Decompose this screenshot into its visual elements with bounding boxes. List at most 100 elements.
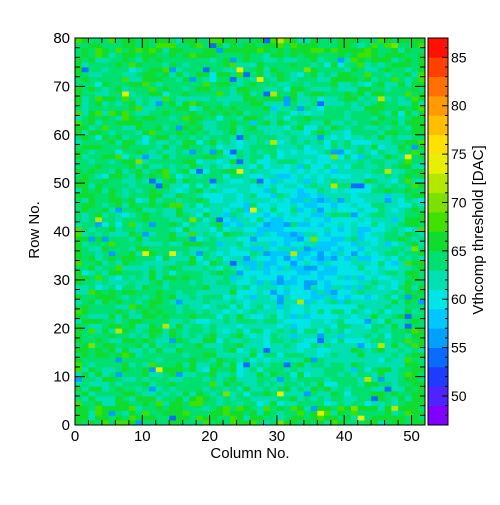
heatmap-cell: [155, 381, 163, 387]
heatmap-cell: [95, 86, 103, 92]
heatmap-cell: [108, 250, 116, 257]
heatmap-cell: [142, 139, 150, 145]
heatmap-cell: [330, 154, 338, 160]
heatmap-cell: [418, 337, 426, 344]
heatmap-cell: [398, 265, 406, 271]
heatmap-cell: [384, 71, 392, 78]
heatmap-cell: [162, 110, 170, 116]
heatmap-cell: [108, 226, 116, 232]
heatmap-cell: [303, 57, 311, 63]
heatmap-cell: [418, 129, 426, 136]
heatmap-cell: [371, 144, 379, 150]
heatmap-cell: [162, 323, 170, 329]
heatmap-cell: [297, 192, 305, 198]
heatmap-cell: [324, 120, 332, 126]
heatmap-cell: [108, 212, 116, 218]
heatmap-cell: [276, 212, 284, 218]
heatmap-cell: [290, 299, 298, 305]
heatmap-cell: [108, 192, 116, 198]
heatmap-cell: [350, 410, 359, 416]
heatmap-cell: [101, 129, 109, 136]
heatmap-cell: [229, 57, 237, 63]
heatmap-cell: [276, 226, 284, 232]
heatmap-cell: [310, 110, 318, 116]
heatmap-cell: [270, 100, 278, 107]
heatmap-cell: [256, 304, 264, 310]
heatmap-cell: [276, 371, 284, 377]
heatmap-cell: [330, 279, 338, 286]
heatmap-cell: [149, 173, 157, 179]
heatmap-cell: [357, 100, 365, 107]
heatmap-cell: [256, 183, 264, 189]
heatmap-cell: [236, 386, 244, 392]
heatmap-cell: [290, 96, 298, 102]
heatmap-cell: [344, 81, 352, 87]
heatmap-cell: [236, 76, 244, 82]
heatmap-cell: [243, 86, 251, 92]
heatmap-cell: [128, 192, 136, 198]
heatmap-cell: [169, 158, 177, 165]
heatmap-cell: [128, 86, 136, 92]
heatmap-cell: [337, 318, 345, 324]
heatmap-cell: [391, 275, 399, 281]
heatmap-cell: [88, 415, 96, 421]
heatmap-cell: [290, 246, 298, 252]
heatmap-cell: [236, 236, 244, 242]
heatmap-cell: [189, 226, 197, 232]
heatmap-cell: [377, 183, 385, 189]
heatmap-cell: [371, 38, 379, 44]
heatmap-cell: [189, 275, 197, 281]
heatmap-cell: [377, 144, 385, 150]
heatmap-cell: [142, 362, 150, 368]
heatmap-cell: [297, 115, 305, 121]
heatmap-cell: [384, 270, 392, 276]
heatmap-cell: [303, 67, 311, 73]
heatmap-cell: [81, 241, 89, 247]
heatmap-cell: [108, 221, 116, 228]
heatmap-cell: [101, 323, 109, 329]
heatmap-cell: [371, 362, 379, 368]
heatmap-cell: [243, 410, 251, 416]
heatmap-cell: [418, 163, 426, 169]
heatmap-cell: [108, 197, 116, 203]
heatmap-cell: [175, 289, 184, 295]
heatmap-cell: [169, 241, 177, 247]
heatmap-cell: [290, 47, 298, 53]
heatmap-cell: [223, 197, 231, 203]
heatmap-cell: [202, 299, 210, 305]
heatmap-cell: [297, 279, 305, 286]
heatmap-cell: [250, 260, 258, 266]
heatmap-cell: [250, 400, 258, 406]
heatmap-cell: [297, 420, 305, 426]
heatmap-cell: [115, 86, 123, 92]
heatmap-cell: [115, 231, 123, 237]
heatmap-cell: [88, 105, 96, 111]
heatmap-cell: [162, 294, 170, 300]
heatmap-cell: [263, 144, 271, 150]
heatmap-cell: [202, 420, 210, 426]
heatmap-cell: [196, 115, 204, 121]
heatmap-cell: [276, 347, 284, 353]
heatmap-cell: [122, 231, 130, 237]
heatmap-cell: [330, 386, 338, 392]
heatmap-cell: [101, 221, 109, 228]
heatmap-cell: [303, 86, 311, 92]
heatmap-cell: [411, 47, 419, 53]
heatmap-cell: [418, 391, 426, 397]
heatmap-cell: [101, 250, 109, 257]
heatmap-cell: [350, 86, 359, 92]
heatmap-cell: [263, 415, 271, 421]
heatmap-cell: [330, 96, 338, 102]
heatmap-cell: [418, 357, 426, 363]
heatmap-cell: [128, 115, 136, 121]
heatmap-cell: [229, 420, 237, 426]
heatmap-cell: [243, 139, 251, 145]
heatmap-cell: [364, 149, 372, 155]
heatmap-cell: [135, 231, 143, 237]
heatmap-cell: [169, 410, 177, 416]
heatmap-cell: [344, 246, 352, 252]
heatmap-cell: [202, 294, 210, 300]
heatmap-cell: [236, 187, 244, 194]
heatmap-cell: [196, 304, 204, 310]
heatmap-cell: [263, 400, 271, 406]
